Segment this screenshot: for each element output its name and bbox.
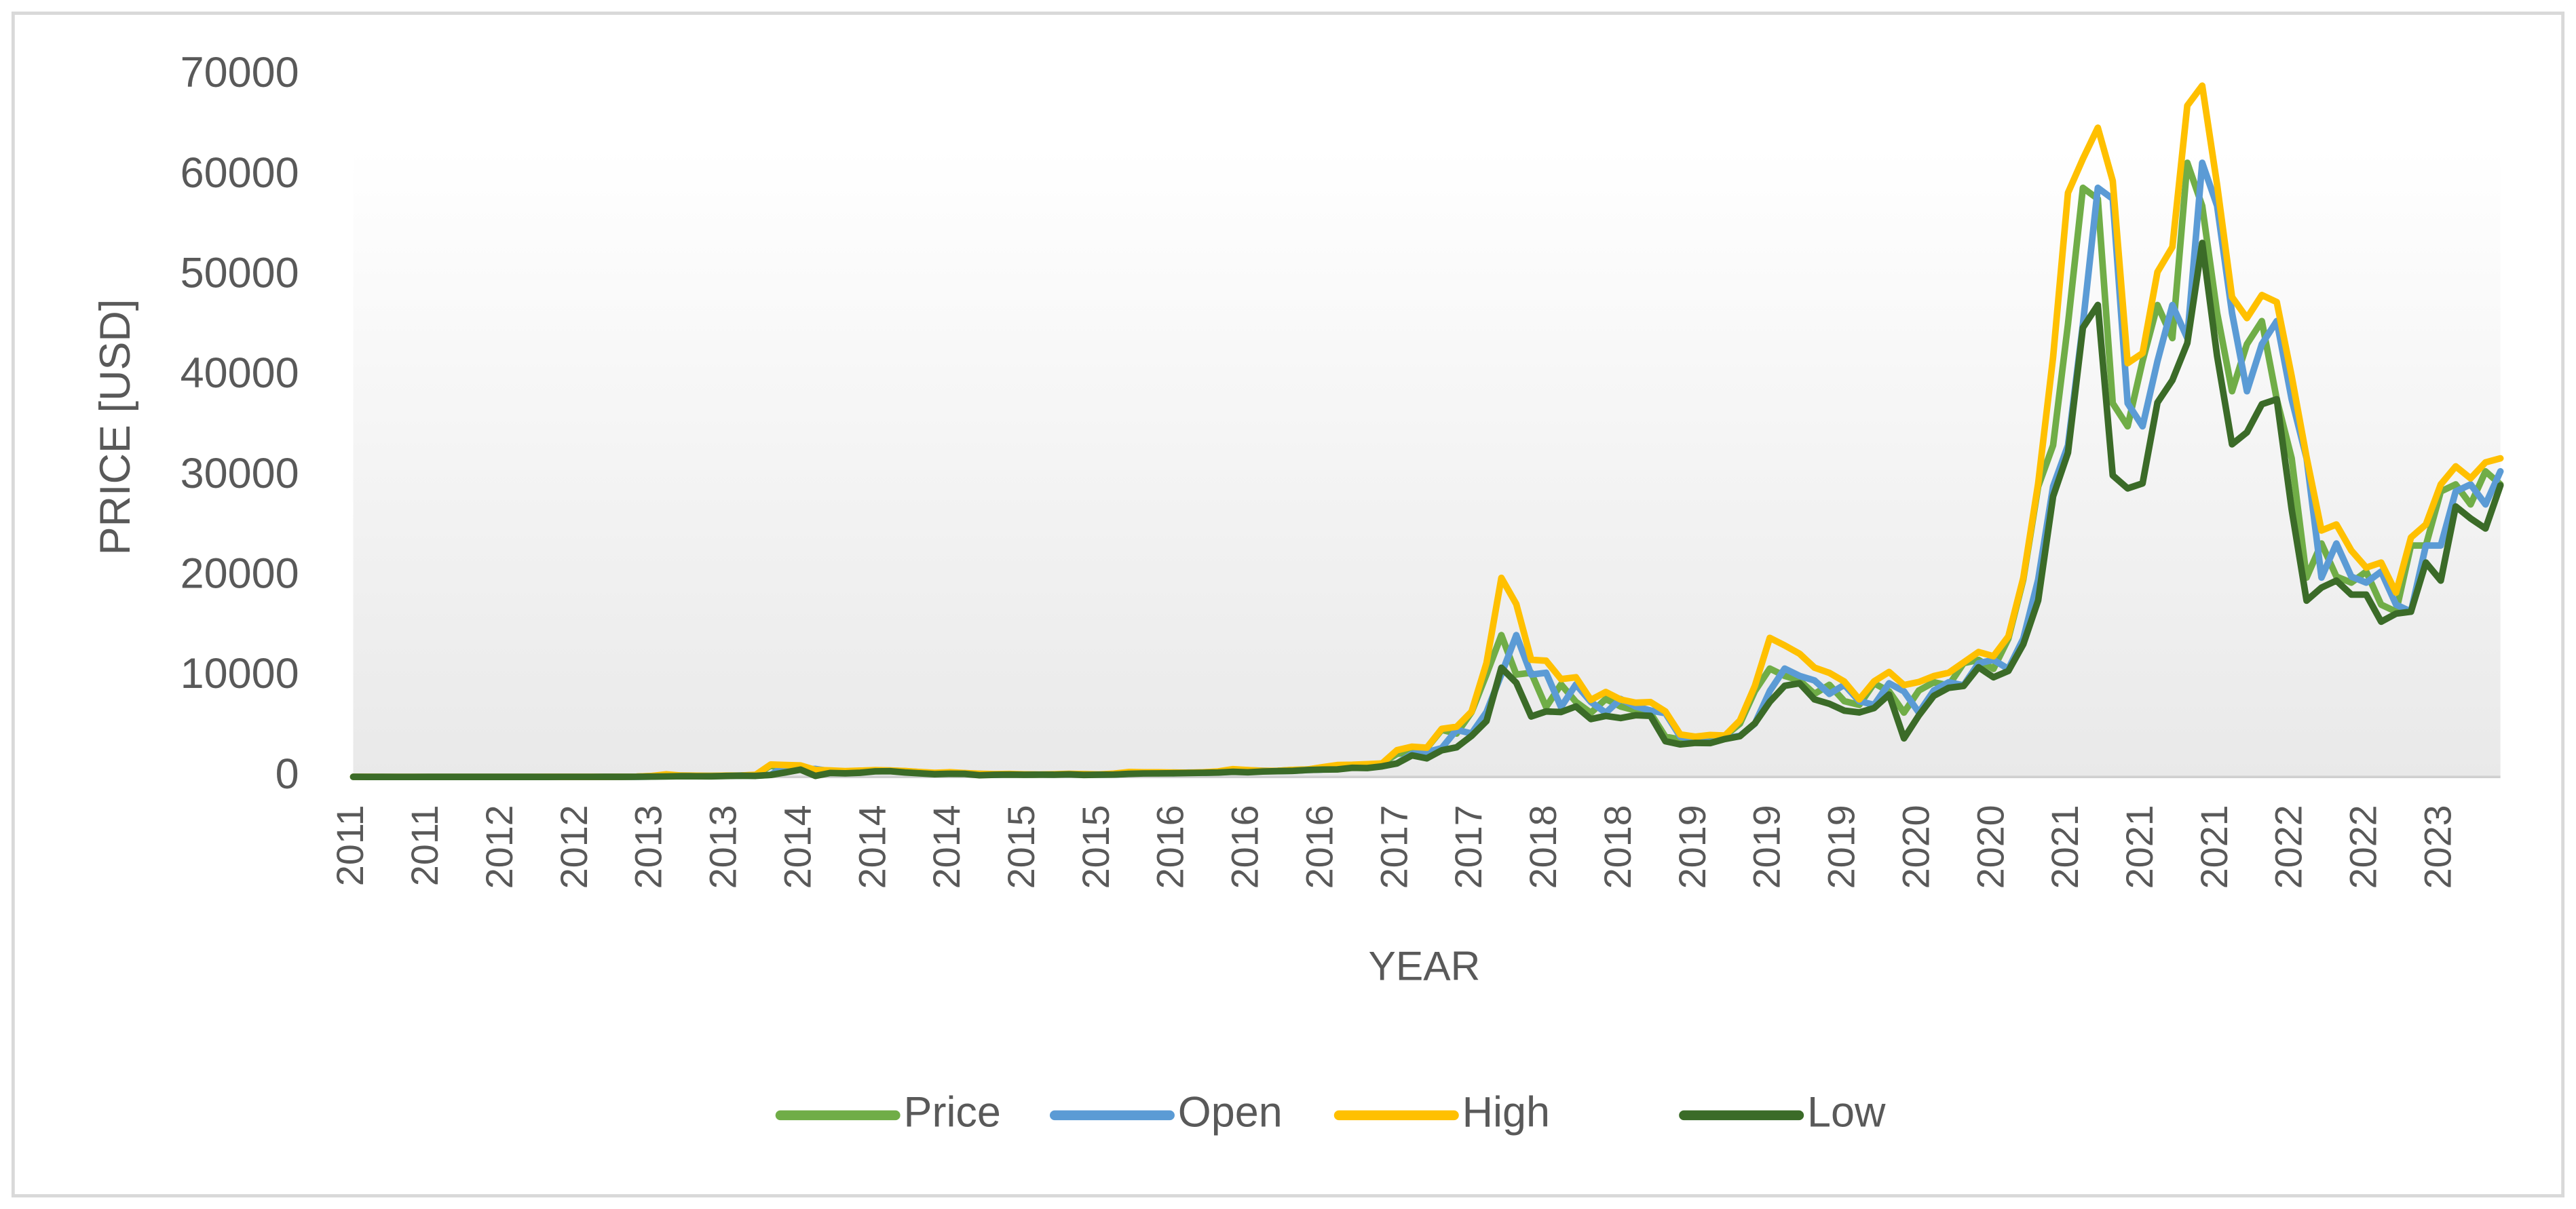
y-tick-label: 0 [276, 750, 299, 798]
x-tick-label: 2022 [2268, 805, 2310, 889]
y-tick-label: 20000 [181, 550, 299, 597]
x-tick-label: 2021 [2044, 805, 2086, 889]
x-tick-label: 2017 [1373, 805, 1415, 889]
x-tick-label: 2021 [2119, 805, 2161, 889]
x-tick-label: 2015 [1075, 805, 1117, 889]
x-tick-label: 2016 [1224, 805, 1266, 889]
x-tick-label: 2013 [702, 805, 744, 889]
x-tick-label: 2014 [776, 805, 818, 889]
x-tick-label: 2020 [1969, 805, 2011, 889]
x-tick-label: 2012 [553, 805, 595, 889]
x-tick-label: 2022 [2343, 805, 2385, 889]
plot-background [353, 147, 2501, 778]
y-tick-label: 10000 [181, 650, 299, 697]
x-tick-label: 2014 [926, 805, 968, 889]
x-tick-label: 2015 [1000, 805, 1042, 889]
x-tick-label: 2016 [1150, 805, 1192, 889]
x-tick-label: 2023 [2417, 805, 2459, 889]
x-tick-label: 2020 [1895, 805, 1937, 889]
x-tick-label: 2011 [404, 805, 446, 886]
x-tick-label: 2011 [329, 805, 371, 886]
x-tick-label: 2019 [1746, 805, 1788, 889]
line-series [349, 239, 2504, 781]
y-tick-label: 50000 [181, 249, 299, 296]
x-tick-label: 2019 [1671, 805, 1713, 889]
x-tick-label: 2016 [1298, 805, 1340, 889]
y-tick-label: 40000 [181, 349, 299, 397]
legend-label: Open [1178, 1089, 1283, 1136]
x-tick-label: 2012 [478, 805, 520, 889]
x-axis-title: YEAR [1369, 942, 1481, 989]
x-tick-label: 2018 [1522, 805, 1564, 889]
x-tick-label: 2014 [851, 805, 893, 889]
legend-label: Low [1807, 1089, 1886, 1136]
x-tick-label: 2018 [1597, 805, 1639, 889]
y-tick-label: 60000 [181, 149, 299, 197]
y-tick-label: 70000 [181, 49, 299, 96]
legend-label: Price [904, 1089, 1001, 1136]
legend-label: High [1462, 1089, 1550, 1136]
y-tick-label: 30000 [181, 450, 299, 497]
x-tick-label: 2019 [1821, 805, 1863, 889]
x-tick-label: 2021 [2193, 805, 2235, 889]
x-tick-label: 2013 [628, 805, 670, 889]
x-tick-label: 2017 [1447, 805, 1490, 889]
y-axis-title: PRICE [USD] [92, 299, 139, 556]
